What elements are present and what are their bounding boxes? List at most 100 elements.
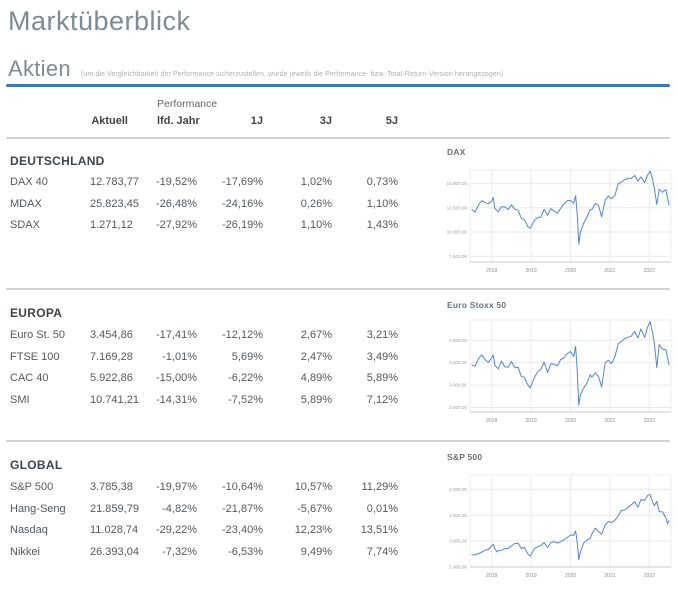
value-cell: 1.271,12 — [90, 219, 133, 231]
value-cell: 7.169,28 — [90, 350, 133, 363]
value-cell: 5,69% — [231, 350, 263, 363]
value-cell: 1,02% — [300, 176, 332, 188]
value-cell: -14,31% — [156, 393, 197, 406]
svg-text:2021: 2021 — [604, 268, 615, 274]
column-header-1j: 1J — [250, 115, 263, 127]
table-row: FTSE 100 7.169,28 -1,01% 5,69% 2,47% 3,49% — [10, 347, 398, 369]
section-note: (um die Vergleichbarkeit der Performance… — [80, 71, 504, 78]
value-cell: 1,10% — [300, 219, 332, 231]
value-cell: 4,89% — [300, 372, 332, 384]
svg-text:2018: 2018 — [486, 418, 497, 424]
group-rows: S&P 500 3.785,38 -19,97% -10,64% 10,57% 11,29… — [10, 477, 398, 563]
chart-dax: DAX 2018 2019 2020 2021 2022 15.000,00 12.500,… — [442, 147, 674, 284]
value-cell: 25.823,45 — [90, 197, 139, 210]
svg-text:2022: 2022 — [644, 268, 655, 274]
svg-text:4.000,00: 4.000,00 — [449, 338, 467, 343]
svg-text:2022: 2022 — [644, 573, 655, 579]
group-title: GLOBAL — [10, 458, 63, 472]
column-header-aktuell: Aktuell — [91, 115, 128, 127]
value-cell: -24,16% — [222, 197, 263, 210]
svg-text:4.000,00: 4.000,00 — [449, 513, 467, 518]
value-cell: -26,19% — [222, 219, 263, 231]
svg-text:2020: 2020 — [565, 268, 576, 274]
value-cell: 0,01% — [366, 502, 398, 515]
svg-text:2019: 2019 — [526, 268, 537, 274]
index-label: MDAX — [10, 197, 42, 210]
value-cell: 9,49% — [300, 545, 332, 558]
svg-text:2021: 2021 — [604, 418, 615, 424]
value-cell: 2,47% — [300, 350, 332, 363]
value-cell: -29,22% — [156, 524, 197, 536]
value-cell: -19,97% — [156, 481, 197, 493]
value-cell: -5,67% — [297, 502, 332, 515]
section-divider — [6, 288, 670, 290]
value-cell: 10,57% — [294, 481, 332, 493]
table-row: MDAX 25.823,45 -26,48% -24,16% 0,26% 1,10% — [10, 194, 398, 216]
svg-text:2018: 2018 — [486, 573, 497, 579]
table-row: SDAX 1.271,12 -27,92% -26,19% 1,10% 1,43% — [10, 215, 398, 237]
table-row: SMI 10.741,21 -14,31% -7,52% 5,89% 7,12% — [10, 390, 398, 412]
column-header-empty — [10, 113, 90, 130]
svg-text:15.000,00: 15.000,00 — [447, 181, 468, 186]
value-cell: 5.922,86 — [90, 372, 133, 384]
performance-group-label: Performance — [157, 98, 218, 110]
value-cell: -23,40% — [222, 524, 263, 536]
value-cell: -6,53% — [228, 545, 263, 558]
table-row: Hang-Seng 21.859,79 -4,82% -21,87% -5,67% 0,0… — [10, 499, 398, 521]
value-cell: 2,67% — [300, 329, 332, 341]
section-europa: EUROPA Euro St. 50 3.454,86 -17,41% -12,12%… — [10, 305, 398, 411]
value-cell: 5,89% — [366, 372, 398, 384]
index-label: Euro St. 50 — [10, 329, 66, 341]
table-row: DAX 40 12.783,77 -19,52% -17,69% 1,02% 0,73% — [10, 172, 398, 194]
chart-title: Euro Stoxx 50 — [447, 300, 507, 310]
value-cell: 21.859,79 — [90, 502, 139, 515]
column-header-3j: 3J — [319, 115, 332, 127]
chart-sp-500: S&P 500 2018 2019 2020 2021 2022 5.000,00 4.00… — [442, 452, 674, 589]
value-cell: 10.741,21 — [90, 393, 139, 406]
section-title: Aktien — [8, 56, 71, 81]
svg-text:2019: 2019 — [526, 418, 537, 424]
value-cell: 7,74% — [366, 545, 398, 558]
group-title: EUROPA — [10, 306, 63, 320]
line-chart: 2018 2019 2020 2021 2022 15.000,00 12.500,00 10… — [442, 162, 674, 284]
svg-text:2018: 2018 — [486, 268, 497, 274]
value-cell: -6,22% — [228, 372, 263, 384]
group-rows: Euro St. 50 3.454,86 -17,41% -12,12% 2,67% 3,… — [10, 325, 398, 411]
value-cell: 3.454,86 — [90, 329, 133, 341]
value-cell: 11.028,74 — [90, 524, 139, 536]
svg-text:3.500,00: 3.500,00 — [449, 360, 467, 365]
value-cell: -15,00% — [156, 372, 197, 384]
table-row: CAC 40 5.922,86 -15,00% -6,22% 4,89% 5,89% — [10, 368, 398, 390]
table-row: Euro St. 50 3.454,86 -17,41% -12,12% 2,67% 3,… — [10, 325, 398, 347]
section-global: GLOBAL S&P 500 3.785,38 -19,97% -10,64% 10,5… — [10, 457, 398, 563]
value-cell: 13,51% — [360, 524, 398, 536]
table-header: Performance Aktuell lfd. Jahr 1J 3J 5J — [10, 96, 398, 130]
svg-text:12.500,00: 12.500,00 — [447, 205, 468, 210]
index-label: Nikkei — [10, 545, 40, 558]
index-label: CAC 40 — [10, 372, 49, 384]
value-cell: -21,87% — [222, 502, 263, 515]
svg-text:3.000,00: 3.000,00 — [449, 539, 467, 544]
table-row: Nasdaq 11.028,74 -29,22% -23,40% 12,23% 13,51… — [10, 520, 398, 542]
index-label: Hang-Seng — [10, 502, 66, 515]
chart-title: S&P 500 — [447, 452, 483, 462]
svg-text:2021: 2021 — [604, 573, 615, 579]
svg-text:2.500,00: 2.500,00 — [449, 405, 467, 410]
index-label: SDAX — [10, 219, 40, 231]
value-cell: -7,52% — [228, 393, 263, 406]
value-cell: -17,69% — [222, 176, 263, 188]
value-cell: -12,12% — [222, 329, 263, 341]
value-cell: 26.393,04 — [90, 545, 139, 558]
accent-divider — [6, 84, 670, 87]
index-label: FTSE 100 — [10, 350, 60, 363]
svg-text:3.000,00: 3.000,00 — [449, 383, 467, 388]
chart-euro-stoxx-50: Euro Stoxx 50 2018 2019 2020 2021 2022 4.000,… — [442, 300, 674, 434]
column-header-lfd-jahr: lfd. Jahr — [157, 115, 200, 127]
svg-text:10.000,00: 10.000,00 — [447, 230, 468, 235]
svg-text:5.000,00: 5.000,00 — [449, 487, 467, 492]
value-cell: 1,43% — [366, 219, 398, 231]
value-cell: 0,73% — [366, 176, 398, 188]
value-cell: 0,26% — [300, 197, 332, 210]
svg-text:2020: 2020 — [565, 573, 576, 579]
